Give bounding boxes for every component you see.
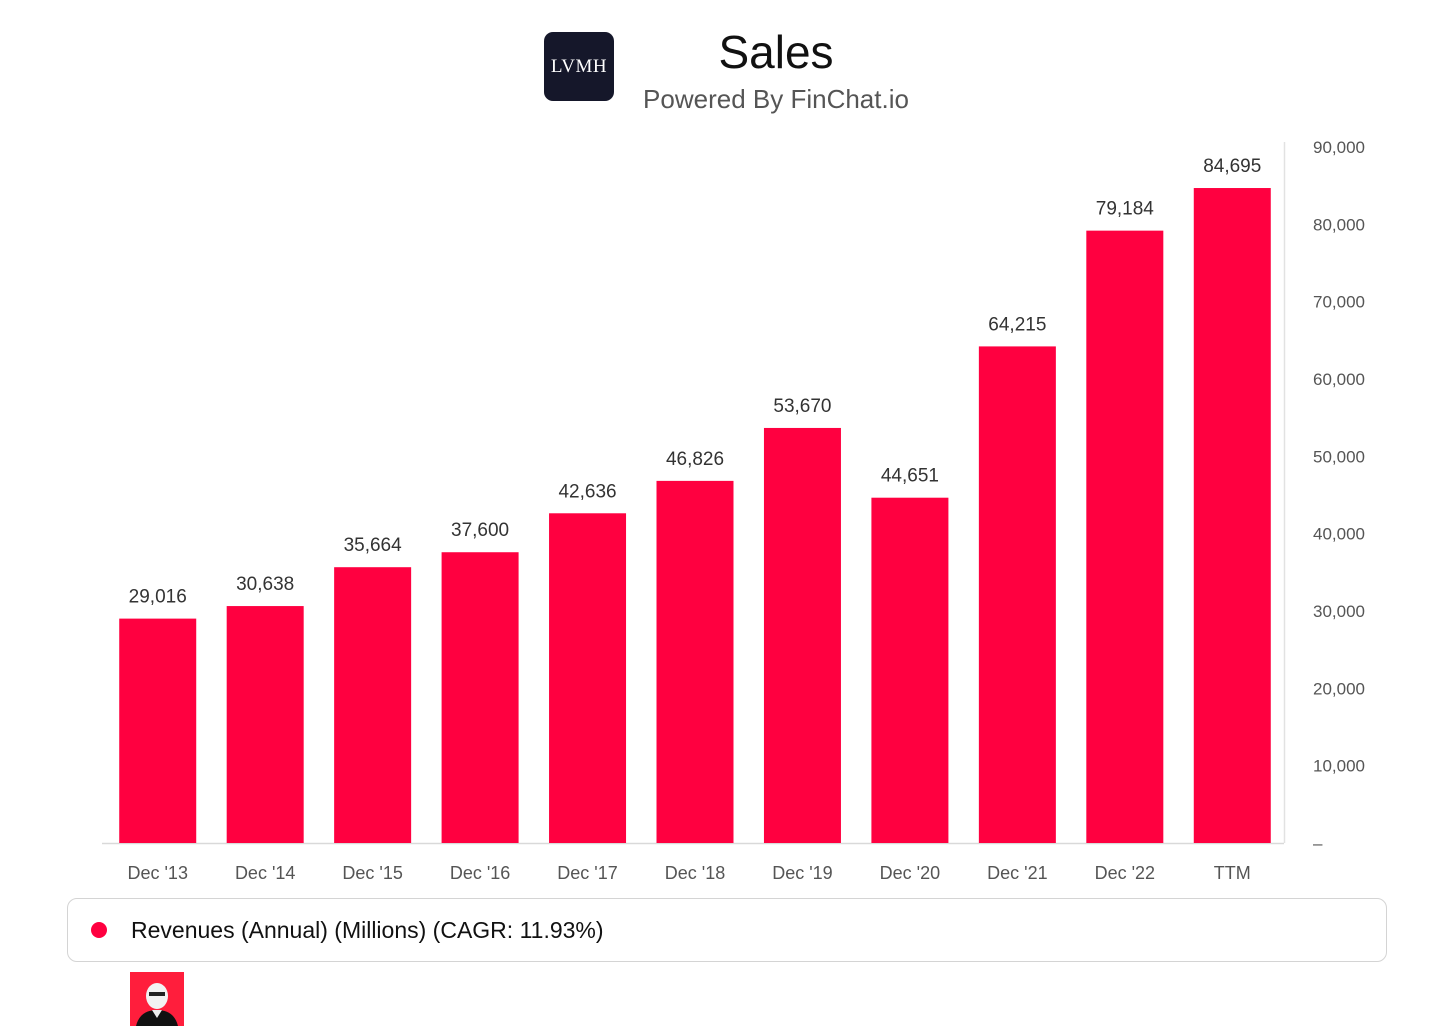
x-tick-label: Dec '14 <box>235 863 295 883</box>
x-tick-label: TTM <box>1214 863 1251 883</box>
bar <box>334 567 412 843</box>
logo-text: LVMH <box>550 55 608 77</box>
bar-value-label: 37,600 <box>451 520 509 541</box>
legend-series-label: Revenues (Annual) (Millions) (CAGR: 11.9… <box>131 916 604 943</box>
bar <box>1086 230 1164 843</box>
avatar <box>130 972 184 1026</box>
bar-value-label: 46,826 <box>666 449 724 470</box>
x-tick-label: Dec '21 <box>987 863 1047 883</box>
bar <box>441 552 519 843</box>
y-tick-label: 90,000 <box>1313 138 1365 157</box>
x-tick-label: Dec '22 <box>1095 863 1155 883</box>
bar <box>978 346 1056 843</box>
bar <box>656 480 734 843</box>
y-tick-label: 70,000 <box>1313 293 1365 312</box>
x-tick-label: Dec '15 <box>342 863 402 883</box>
y-tick-label: 20,000 <box>1313 679 1365 698</box>
bar <box>119 618 197 843</box>
bar-chart: – 10,000 20,000 30,000 40,000 50,000 60,000 70,… <box>102 138 1365 883</box>
bar-value-label: 29,016 <box>129 587 187 608</box>
x-tick-label: Dec '19 <box>772 863 832 883</box>
bar <box>226 606 304 843</box>
legend-series-marker <box>91 922 107 938</box>
bar-value-label: 64,215 <box>988 314 1046 335</box>
bar-value-label: 84,695 <box>1203 156 1261 177</box>
legend[interactable]: Revenues (Annual) (Millions) (CAGR: 11.9… <box>67 898 1387 962</box>
bar-value-label: 30,638 <box>236 574 294 595</box>
bar <box>871 497 949 843</box>
y-tick-label: 60,000 <box>1313 370 1365 389</box>
y-tick-label: 40,000 <box>1313 525 1365 544</box>
y-tick-label: 10,000 <box>1313 757 1365 776</box>
bar-value-label: 79,184 <box>1096 199 1155 220</box>
bar-value-label: 53,670 <box>773 396 831 417</box>
person-portrait-icon <box>130 972 184 1026</box>
bar-value-label: 44,651 <box>881 466 939 487</box>
chart-title: Sales <box>718 26 834 78</box>
x-tick-label: Dec '16 <box>450 863 510 883</box>
bar-value-label: 35,664 <box>344 535 403 556</box>
y-tick-label: 30,000 <box>1313 602 1365 621</box>
x-tick-label: Dec '20 <box>880 863 940 883</box>
y-tick-label: 80,000 <box>1313 215 1365 234</box>
x-tick-label: Dec '17 <box>557 863 617 883</box>
x-tick-label: Dec '13 <box>127 863 187 883</box>
chart-subtitle: Powered By FinChat.io <box>643 84 909 114</box>
bar <box>1193 188 1271 843</box>
company-logo: LVMH <box>544 32 614 101</box>
bar <box>549 513 627 843</box>
x-tick-label: Dec '18 <box>665 863 725 883</box>
y-tick-label: 50,000 <box>1313 447 1365 466</box>
bar-value-label: 42,636 <box>558 481 616 502</box>
bar <box>763 427 841 843</box>
y-tick-label: – <box>1313 834 1323 853</box>
